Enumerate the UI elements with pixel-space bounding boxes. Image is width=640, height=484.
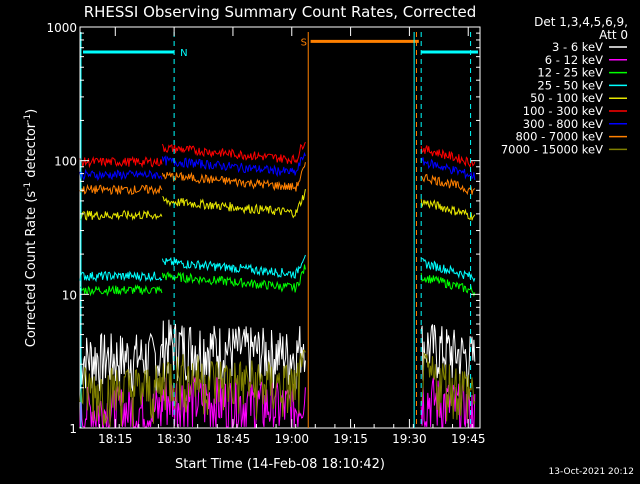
y-axis-label-mid: detector (24, 122, 39, 182)
x-tick-label: 19:45 (451, 432, 486, 446)
legend-entry-label: 3 - 6 keV (552, 40, 603, 54)
x-tick-label: 18:45 (216, 432, 251, 446)
x-tick-label: 18:30 (157, 432, 192, 446)
x-tick-label: 19:15 (333, 432, 368, 446)
legend-title-line-2: Att 0 (599, 28, 628, 42)
legend-entry-label: 7000 - 15000 keV (501, 142, 603, 156)
legend-entry-label: 800 - 7000 keV (515, 130, 603, 144)
footer-date: 13-Oct-2021 20:12 (549, 467, 634, 477)
legend-entry-label: 6 - 12 keV (545, 53, 603, 67)
y-tick-label: 100 (54, 155, 77, 169)
series-line (79, 162, 476, 196)
y-axis-label-sup2: -1 (23, 114, 33, 123)
legend-entry-label: 25 - 50 keV (537, 78, 603, 92)
y-axis-label-sup1: -1 (23, 182, 33, 191)
x-axis-label: Start Time (14-Feb-08 18:10:42) (175, 457, 385, 472)
series-line (79, 319, 476, 395)
series-line (79, 189, 476, 221)
x-tick-label: 18:15 (98, 432, 133, 446)
y-tick-label: 1000 (46, 21, 77, 35)
y-axis-label-main: Corrected Count Rate (s (24, 191, 39, 348)
legend-entry-label: 100 - 300 keV (523, 104, 603, 118)
flag-layer: NS (80, 32, 478, 428)
y-axis-label-end: ) (24, 109, 39, 114)
saa-flag-label: S (301, 37, 307, 48)
y-tick-label: 1 (69, 422, 77, 436)
tick-layer: 1 10 100 1000 18:15 18:30 18:45 19:00 19:15 19:30… (46, 21, 485, 446)
chart-title: RHESSI Observing Summary Count Rates, Co… (84, 3, 477, 21)
legend-entry-label: 12 - 25 keV (537, 66, 603, 80)
series-line (79, 349, 476, 427)
series-line (79, 151, 476, 182)
legend-entry-label: 50 - 100 keV (530, 91, 603, 105)
legend-entry-label: 300 - 800 keV (523, 117, 603, 131)
series-line (79, 141, 476, 169)
legend-title-line-1: Det 1,3,4,5,6,9, (534, 15, 628, 29)
plot-frame (79, 26, 481, 429)
y-axis-label: Corrected Count Rate (s-1 detector-1) (23, 109, 39, 347)
y-tick-label: 10 (62, 288, 77, 302)
night-flag-label: N (180, 48, 187, 59)
x-tick-label: 19:30 (392, 432, 427, 446)
series-line (79, 254, 476, 283)
series-layer (79, 141, 476, 429)
series-line (80, 264, 476, 297)
x-tick-label: 19:00 (274, 432, 309, 446)
